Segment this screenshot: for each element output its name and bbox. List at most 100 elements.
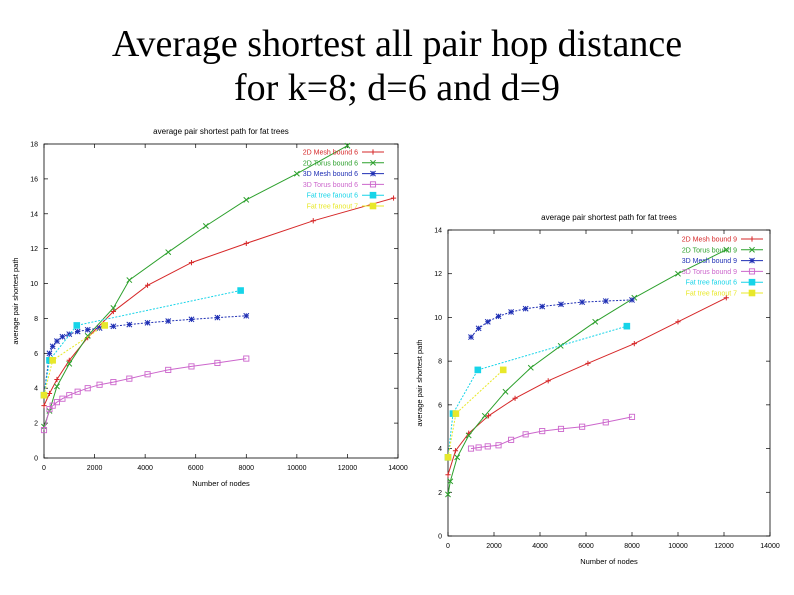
data-point <box>445 472 451 478</box>
data-point <box>452 448 459 454</box>
data-point <box>202 223 209 229</box>
data-point <box>188 260 195 266</box>
data-point <box>96 325 103 331</box>
data-point <box>46 350 53 357</box>
data-point <box>74 388 81 395</box>
series-line <box>447 297 727 475</box>
series-1 <box>41 195 397 409</box>
data-point <box>474 366 482 374</box>
data-point <box>602 419 609 426</box>
data-point <box>126 375 133 382</box>
data-point <box>369 181 377 188</box>
data-point <box>49 343 56 350</box>
data-point <box>522 305 529 312</box>
x-tick-label: 14000 <box>760 543 780 550</box>
y-tick-label: 8 <box>438 359 442 366</box>
legend-label: Fat tree fanout 7 <box>686 291 737 298</box>
legend-label: 3D Torus bound 6 <box>303 182 358 189</box>
x-tick-label: 14000 <box>388 465 408 472</box>
slide-title-line2: for k=8; d=6 and d=9 <box>233 67 561 109</box>
data-point <box>40 427 48 434</box>
data-point <box>144 371 151 378</box>
data-point <box>84 385 91 392</box>
legend: 2D Mesh bound 6 2D Torus bound 6 3D Mesh b… <box>303 149 384 211</box>
data-point <box>452 410 460 417</box>
data-point <box>41 403 47 409</box>
data-point <box>110 305 117 311</box>
data-point <box>59 333 66 340</box>
x-tick-label: 6000 <box>188 465 204 472</box>
data-point <box>484 318 491 325</box>
data-point <box>243 312 250 319</box>
data-point <box>623 322 631 330</box>
data-point <box>96 381 103 388</box>
series-4 <box>467 413 636 452</box>
series-5 <box>40 287 244 399</box>
data-point <box>579 299 586 306</box>
data-point <box>66 360 73 367</box>
x-tick-label: 8000 <box>624 543 640 550</box>
legend-label: 2D Mesh bound 6 <box>303 150 358 157</box>
data-point <box>508 309 515 315</box>
data-point <box>370 170 376 177</box>
data-point <box>579 423 586 430</box>
data-point <box>54 376 60 383</box>
legend-label: 3D Torus bound 9 <box>682 269 737 276</box>
legend-label: 2D Torus bound 9 <box>682 247 737 254</box>
y-tick-label: 14 <box>30 211 38 218</box>
data-point <box>370 149 376 155</box>
data-point <box>558 301 564 308</box>
data-point <box>46 390 53 397</box>
legend-label: 3D Mesh bound 6 <box>303 171 358 178</box>
series-4 <box>40 355 250 434</box>
y-tick-label: 6 <box>34 351 38 358</box>
data-point <box>481 412 488 419</box>
data-point <box>40 391 48 399</box>
series-line <box>43 197 394 406</box>
data-point <box>557 425 565 432</box>
data-point <box>243 196 250 203</box>
data-point <box>53 399 60 406</box>
x-tick-label: 0 <box>446 543 450 550</box>
data-point <box>369 191 377 199</box>
x-axis-label: Number of nodes <box>192 479 250 488</box>
data-point <box>74 328 81 335</box>
data-point <box>454 454 461 461</box>
x-tick-label: 4000 <box>532 543 548 550</box>
data-point <box>508 436 515 443</box>
data-point <box>444 454 452 461</box>
data-point <box>545 378 551 384</box>
data-point <box>512 395 518 401</box>
data-point <box>188 363 195 370</box>
y-tick-label: 4 <box>34 386 38 393</box>
series-line <box>447 249 727 495</box>
data-point <box>629 296 635 303</box>
data-point <box>66 331 73 338</box>
data-point <box>49 357 56 364</box>
data-point <box>53 383 60 390</box>
x-tick-label: 2000 <box>486 543 502 550</box>
data-point <box>59 395 66 402</box>
data-point <box>465 432 472 439</box>
y-tick-label: 0 <box>34 456 38 463</box>
data-point <box>188 316 195 323</box>
y-tick-label: 12 <box>434 271 442 278</box>
data-point <box>675 270 681 277</box>
data-point <box>110 323 117 330</box>
series-line <box>43 145 348 427</box>
chart-title: average pair shortest path for fat trees <box>541 213 677 222</box>
data-point <box>675 319 681 325</box>
data-point <box>370 159 376 166</box>
data-point <box>475 325 482 332</box>
data-point <box>749 257 755 264</box>
series-5 <box>444 322 631 461</box>
data-point <box>310 218 316 224</box>
data-point <box>237 287 244 294</box>
chart-d9: average pair shortest path for fat trees… <box>412 200 792 572</box>
data-point <box>126 321 133 328</box>
series-line <box>447 325 627 458</box>
data-point <box>49 402 56 409</box>
data-point <box>101 322 109 329</box>
y-tick-label: 10 <box>434 315 442 322</box>
series-3 <box>41 312 250 399</box>
